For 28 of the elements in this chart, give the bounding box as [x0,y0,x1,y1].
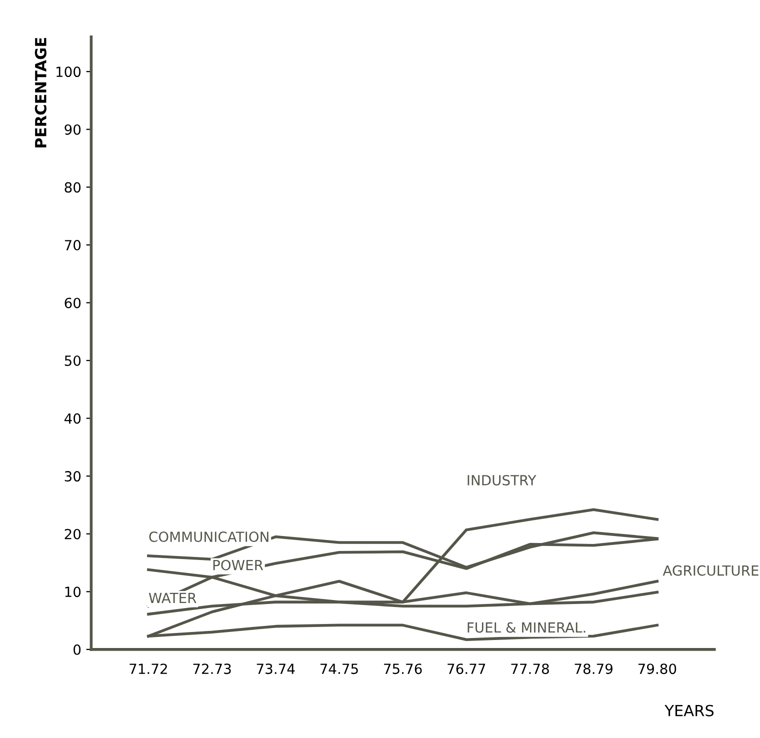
x-axis-title: YEARS [664,704,714,716]
x-tick-label: 79.80 [638,664,676,674]
x-tick-label: 78.79 [574,664,612,674]
x-tick-label: 75.76 [384,664,422,674]
y-tick-label: 10 [65,586,81,598]
y-tick-label: 100 [56,66,81,78]
series-label: POWER [213,560,264,570]
series-label: COMMUNICATION [149,532,268,542]
y-tick-label: 80 [64,182,81,193]
y-tick-label: 50 [64,355,81,366]
x-tick-label: 76.77 [448,664,486,674]
y-tick-label: 0 [74,644,81,655]
x-tick-label: 72.73 [193,664,231,674]
y-tick-label: 60 [64,298,81,308]
series-label: WATER [148,592,196,603]
y-tick-label: 40 [64,413,81,424]
series-label: FUEL & MINERAL. [468,622,586,633]
x-tick-label: 73.74 [256,664,295,674]
y-axis-title: PERCENTAGE [34,38,46,148]
y-tick-label: 30 [64,471,81,482]
x-tick-label: 71.72 [130,664,167,674]
y-tick-label: 20 [64,528,81,540]
y-tick-label: 90 [64,124,81,135]
series-label: AGRICULTURE [662,565,758,576]
text: INDUSTRY [468,474,536,486]
x-tick-label: 77.78 [511,664,549,674]
y-tick-label: 70 [64,240,81,250]
x-tick-label: 74.75 [320,664,358,674]
